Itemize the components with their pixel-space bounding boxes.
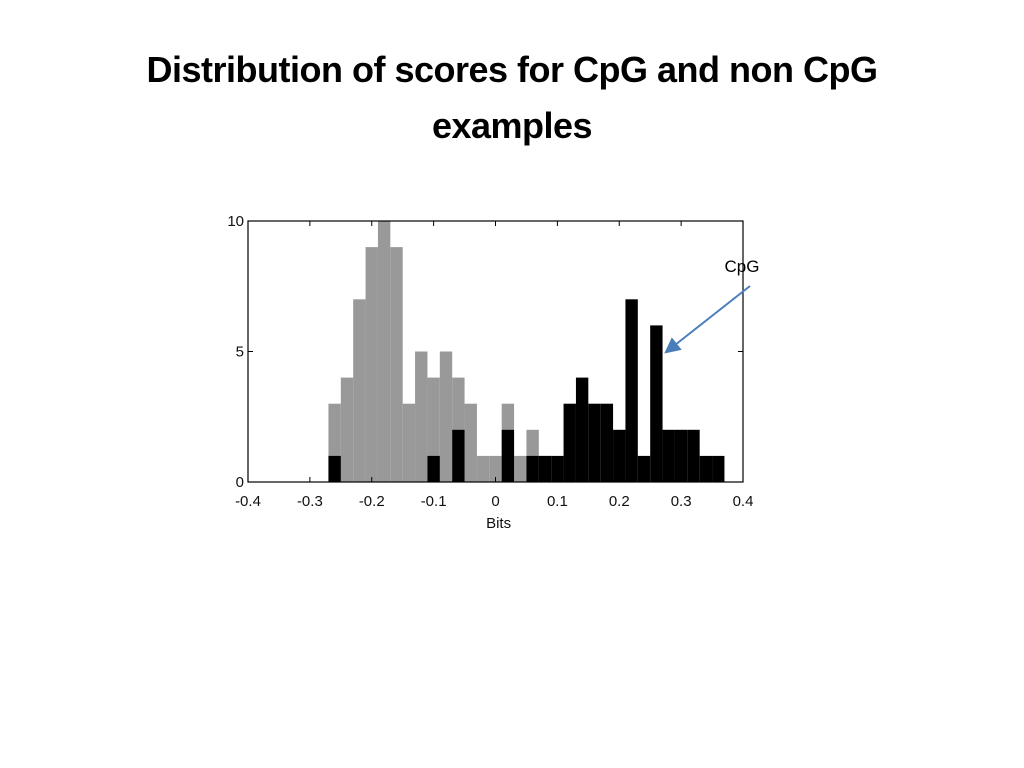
x-tick-label-2: -0.2 (359, 493, 385, 510)
black-bar-5 (538, 455, 552, 482)
slide-title: Distribution of scores for CpG and non C… (62, 42, 962, 154)
cpg-annotation-label: CpG (725, 257, 760, 276)
gray-bar-13 (489, 455, 502, 482)
annotation-layer: CpG (664, 257, 760, 354)
gray-bar-4 (377, 221, 391, 482)
black-bar-8 (575, 377, 589, 482)
x-tick-label-4: 0 (491, 493, 499, 510)
x-axis-label: Bits (486, 515, 511, 532)
black-bar-16 (674, 429, 688, 482)
gray-bar-3 (365, 247, 378, 482)
black-bar-1 (427, 455, 440, 482)
gray-bar-12 (476, 455, 490, 482)
slide-title-line-1: Distribution of scores for CpG and non C… (146, 49, 879, 90)
x-tick-label-6: 0.2 (609, 493, 630, 510)
black-bar-6 (551, 455, 564, 482)
black-bar-18 (699, 455, 713, 482)
bars-layer (328, 221, 725, 482)
y-tick-label-1: 5 (236, 344, 244, 361)
black-bar-11 (613, 429, 626, 482)
black-bar-15 (662, 429, 675, 482)
black-bar-12 (625, 299, 638, 482)
gray-bar-9 (439, 351, 453, 482)
y-tick-label-2: 10 (227, 213, 244, 230)
black-bar-9 (588, 403, 601, 482)
black-bar-3 (501, 429, 515, 482)
black-bar-19 (712, 455, 725, 482)
x-tick-label-3: -0.1 (421, 493, 447, 510)
gray-bar-5 (390, 247, 403, 482)
x-tick-label-8: 0.4 (733, 493, 754, 510)
black-bar-7 (563, 403, 576, 482)
black-bar-14 (650, 325, 663, 482)
gray-bar-1 (340, 377, 354, 482)
black-bar-17 (687, 429, 700, 482)
x-tick-label-5: 0.1 (547, 493, 568, 510)
slide-title-line-2: examples (431, 105, 593, 146)
black-bar-0 (328, 455, 341, 482)
black-bar-4 (526, 455, 539, 482)
y-tick-label-0: 0 (236, 474, 244, 491)
black-bar-2 (452, 429, 465, 482)
x-tick-label-0: -0.4 (235, 493, 261, 510)
gray-bar-11 (464, 403, 477, 482)
gray-bar-7 (415, 351, 428, 482)
black-bar-10 (600, 403, 614, 482)
ticks-layer: -0.4 -0.3 -0.2 -0.1 0 0.1 0.2 0.3 0.4 0 5 10 (227, 213, 753, 510)
gray-bar-2 (353, 299, 366, 482)
cpg-annotation-arrow (664, 285, 751, 354)
x-tick-label-7: 0.3 (671, 493, 692, 510)
x-tick-label-1: -0.3 (297, 493, 323, 510)
black-bar-13 (637, 455, 651, 482)
gray-bar-6 (402, 403, 416, 482)
gray-bar-15 (514, 455, 527, 482)
